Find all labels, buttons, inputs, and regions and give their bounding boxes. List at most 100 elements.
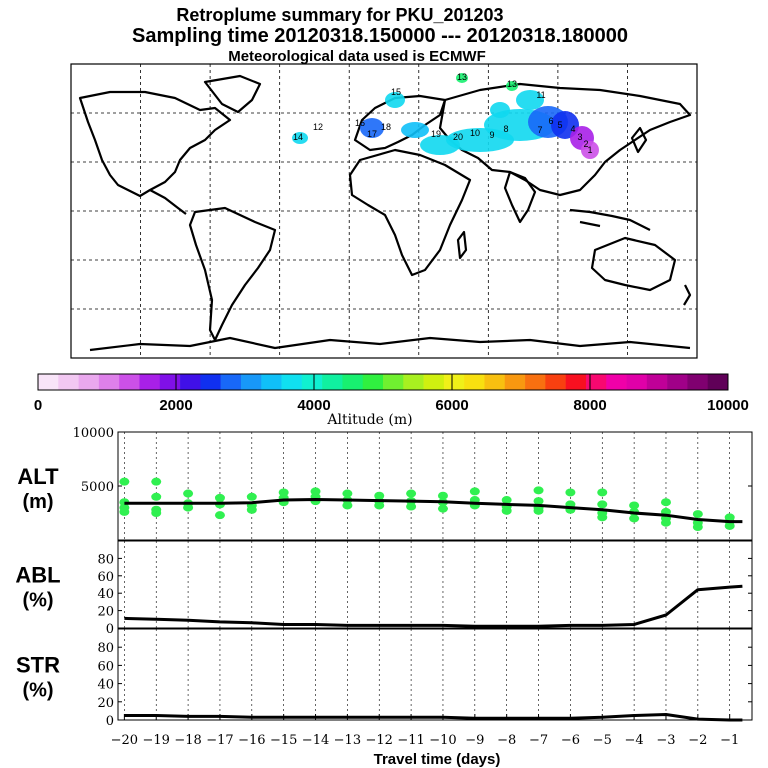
altitude-point	[406, 502, 417, 511]
plume-cluster	[446, 128, 514, 152]
series-line-str	[124, 713, 743, 722]
cluster-label: 11	[536, 90, 545, 100]
altitude-point	[214, 493, 225, 502]
x-tick-label: −2	[688, 733, 707, 748]
cluster-label: 6	[548, 116, 553, 126]
plume-cluster	[490, 102, 510, 118]
altitude-point	[151, 509, 162, 517]
x-tick-label: −5	[593, 733, 612, 748]
new-zealand-outline	[683, 284, 692, 306]
altitude-point	[119, 477, 130, 486]
cluster-label: 9	[489, 130, 494, 140]
colorbar-swatch	[667, 374, 688, 390]
colorbar-swatch	[240, 374, 262, 390]
colorbar-tick-label: 8000	[573, 397, 606, 414]
plume-cluster	[401, 122, 429, 138]
x-tick-label: −1	[720, 733, 739, 748]
colorbar-swatch	[423, 374, 445, 390]
cluster-label: 10	[470, 128, 480, 138]
colorbar-swatch	[78, 374, 100, 390]
altitude-point	[246, 492, 257, 501]
colorbar-swatch	[606, 374, 627, 390]
altitude-colorbar: 0 2000 4000 6000 8000 10000 Altitude (m)	[34, 373, 749, 428]
asia-outline	[438, 82, 692, 197]
panel-alt: ALT(m) 10000 5000	[17, 426, 753, 541]
altitude-point	[119, 507, 130, 516]
panel-ylabel: ALT	[17, 464, 59, 489]
colorbar-swatch	[362, 374, 384, 390]
altitude-point	[597, 500, 608, 509]
x-tick-label: −16	[238, 733, 265, 748]
colorbar-swatch	[139, 374, 161, 390]
cluster-label: 4	[570, 124, 575, 134]
plume-cluster	[581, 141, 599, 159]
colorbar-swatch	[98, 374, 120, 390]
colorbar-swatch	[646, 374, 668, 390]
panel-frame	[117, 628, 753, 721]
cluster-label: 17	[367, 129, 377, 139]
africa-outline	[348, 148, 472, 277]
cluster-label: 13	[507, 79, 517, 89]
colorbar-swatch	[484, 374, 506, 390]
colorbar-swatch	[38, 374, 59, 390]
colorbar-tick-label: 0	[34, 397, 42, 414]
x-tick-label: −10	[429, 733, 456, 748]
altitude-point	[342, 489, 353, 498]
cluster-label: 12	[313, 122, 323, 132]
madagascar-outline	[456, 230, 468, 260]
south-america-outline	[188, 206, 277, 342]
panel-frame	[117, 431, 753, 541]
y-tick-label: 40	[97, 678, 114, 693]
cluster-label: 7	[537, 125, 542, 135]
x-axis-label: Travel time (days)	[374, 751, 501, 768]
altitude-point	[724, 521, 735, 530]
altitude-point	[533, 497, 544, 506]
colorbar-swatch	[261, 374, 282, 390]
plume-cluster	[420, 135, 460, 155]
x-tick-label: −12	[366, 733, 393, 748]
altitude-point	[692, 523, 703, 532]
altitude-point	[374, 501, 385, 510]
x-tick-label: −11	[397, 733, 424, 748]
altitude-point	[724, 513, 735, 522]
europe-outline	[353, 94, 447, 152]
cluster-label: 13	[457, 72, 467, 82]
colorbar-swatch	[342, 374, 364, 390]
cluster-label: 8	[503, 124, 508, 134]
panel-frame	[117, 540, 753, 629]
colorbar-tick-label: 6000	[435, 397, 468, 414]
colorbar-ticks: 0 2000 4000 6000 8000 10000	[34, 374, 749, 414]
plume-cluster	[292, 132, 308, 144]
altitude-point	[533, 506, 544, 515]
x-tick-label: −6	[561, 733, 580, 748]
plume-cluster	[456, 73, 468, 83]
altitude-point	[374, 491, 385, 500]
colorbar-swatch	[322, 374, 343, 390]
colorbar-tick-label: 4000	[297, 397, 330, 414]
colorbar-swatch	[159, 374, 181, 390]
x-axis: −20 −19 −18 −17 −16 −15 −14 −13 −12 −11 −10 −9 −8 −7−…	[111, 714, 739, 748]
x-tick-label: −7	[529, 733, 548, 748]
x-tick-label: −20	[111, 733, 138, 748]
y-tick-label: 0	[106, 714, 114, 729]
colorbar-swatch	[200, 374, 221, 390]
y-tick-label: 20	[97, 605, 114, 620]
colorbar-label: Altitude (m)	[326, 412, 412, 428]
colorbar-swatch	[180, 374, 201, 390]
retroplume-clusters	[292, 73, 599, 159]
x-tick-label: −14	[302, 733, 329, 748]
colorbar-tick-label: 2000	[159, 397, 192, 414]
figure-title: Retroplume summary for PKU_201203	[176, 5, 503, 25]
altitude-point	[183, 489, 194, 498]
x-tick-label: −8	[497, 733, 516, 748]
colorbar-swatch	[626, 374, 648, 390]
altitude-point	[183, 503, 194, 512]
y-tick-label: 5000	[81, 480, 114, 495]
y-tick-label: 40	[97, 587, 114, 602]
altitude-point	[692, 510, 703, 519]
plume-cluster	[385, 92, 405, 108]
cluster-label: 16	[355, 118, 365, 128]
altitude-point	[501, 506, 512, 515]
y-tick-label: 60	[97, 659, 114, 674]
